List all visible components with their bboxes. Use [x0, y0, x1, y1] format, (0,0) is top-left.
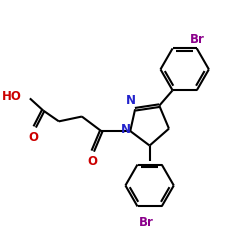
Text: N: N	[120, 123, 130, 136]
Text: HO: HO	[2, 90, 22, 103]
Text: N: N	[126, 94, 136, 107]
Text: Br: Br	[190, 32, 204, 46]
Text: Br: Br	[138, 216, 154, 229]
Text: O: O	[88, 156, 98, 168]
Text: O: O	[28, 131, 38, 144]
